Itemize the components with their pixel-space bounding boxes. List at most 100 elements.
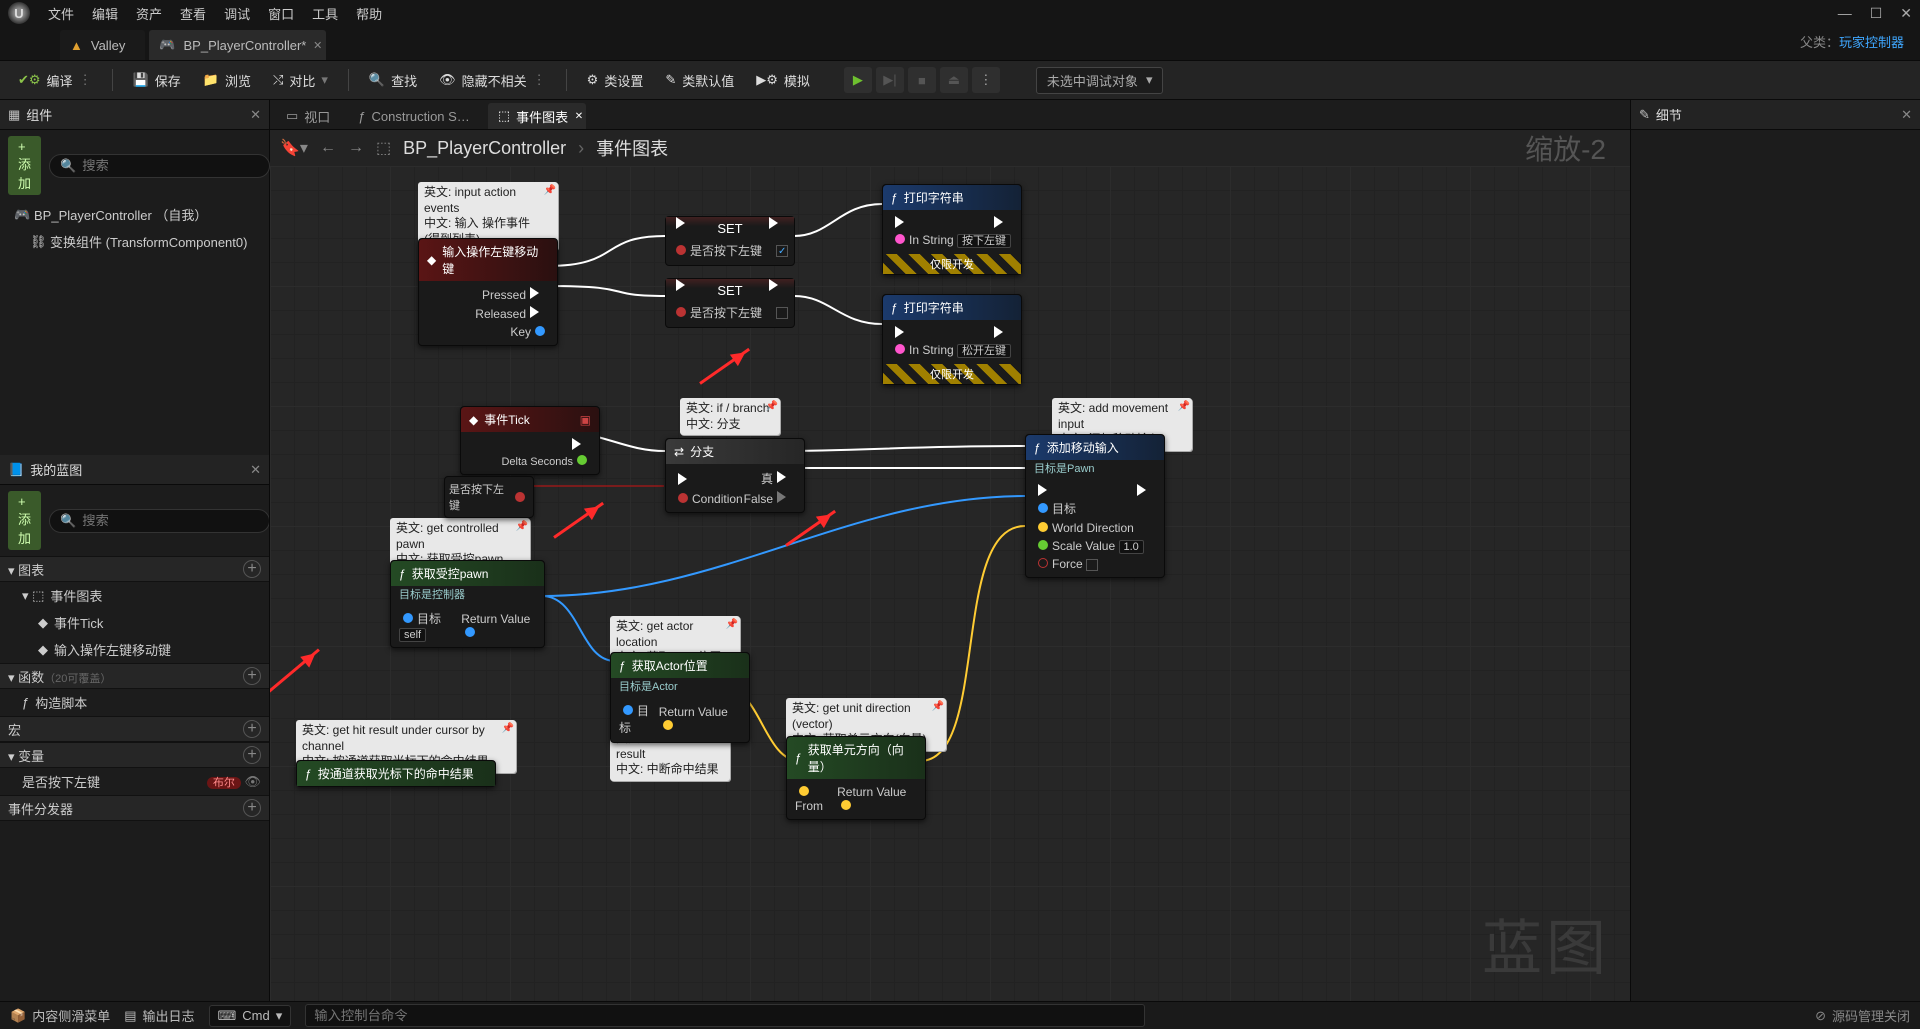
- menu-debug[interactable]: 调试: [224, 4, 250, 23]
- node-get-location[interactable]: ƒ获取Actor位置 目标是Actor 目标Return Value: [610, 652, 750, 743]
- category-variables[interactable]: ▾ 变量+: [0, 742, 269, 768]
- variable-pressed[interactable]: 是否按下左键布尔 👁: [0, 768, 269, 795]
- tab-level[interactable]: ▲ Valley: [60, 30, 145, 60]
- play-options-button[interactable]: ⋮: [972, 67, 1000, 93]
- add-blueprint-button[interactable]: + 添加: [8, 491, 41, 550]
- cmd-select[interactable]: ⌨Cmd ▾: [209, 1005, 292, 1027]
- node-hit-cursor[interactable]: ƒ按通道获取光标下的命中结果: [296, 760, 496, 787]
- category-dispatchers[interactable]: 事件分发器+: [0, 795, 269, 821]
- category-macros[interactable]: 宏+: [0, 716, 269, 742]
- bookmark-icon[interactable]: 🔖▾: [280, 138, 308, 158]
- graph-icon: ⬚: [498, 108, 510, 124]
- event-graph-canvas[interactable]: 英文: input action events中文: 输入 操作事件(得到列表)…: [270, 166, 1630, 1001]
- window-maximize-icon[interactable]: ☐: [1870, 5, 1883, 22]
- play-button[interactable]: ▶: [844, 67, 872, 93]
- tab-blueprint-label: BP_PlayerController*: [184, 38, 307, 53]
- search-icon: 🔍: [60, 158, 76, 174]
- node-branch[interactable]: ⇄分支 真 ConditionFalse: [665, 438, 805, 513]
- menu-view[interactable]: 查看: [180, 4, 206, 23]
- breadcrumb-class[interactable]: BP_PlayerController: [403, 138, 566, 159]
- myblueprint-panel-header: 📘 我的蓝图 ✕: [0, 455, 269, 485]
- myblueprint-search-input[interactable]: [82, 513, 259, 528]
- component-transform[interactable]: ⛓变换组件 (TransformComponent0): [0, 228, 269, 255]
- parent-class-link[interactable]: 玩家控制器: [1839, 35, 1904, 50]
- tab-blueprint[interactable]: 🎮 BP_PlayerController* ✕: [149, 30, 326, 60]
- myblueprint-title: 我的蓝图: [30, 460, 244, 479]
- set2-checkbox[interactable]: [776, 307, 788, 319]
- debug-object-select[interactable]: 未选中调试对象▾: [1036, 67, 1164, 94]
- comment-branch[interactable]: 英文: if / branch中文: 分支📌: [680, 398, 780, 435]
- tab-eventgraph-close-icon[interactable]: ✕: [575, 111, 583, 122]
- component-root[interactable]: 🎮BP_PlayerController （自我）: [0, 201, 269, 228]
- tab-viewport[interactable]: ▭视口: [276, 103, 348, 129]
- category-functions[interactable]: ▾ 函数（20可覆盖）+: [0, 663, 269, 689]
- diff-button[interactable]: ⤭对比▾: [265, 67, 336, 94]
- zoom-label: 缩放-2: [1525, 128, 1620, 168]
- add-variable-icon[interactable]: +: [243, 746, 261, 764]
- blueprint-icon: 🎮: [159, 37, 175, 53]
- components-search[interactable]: 🔍: [49, 154, 270, 178]
- tab-construction[interactable]: ƒConstruction S…: [348, 103, 488, 129]
- simulate-button[interactable]: ▶⚙模拟: [748, 67, 818, 94]
- save-button[interactable]: 💾保存: [125, 67, 189, 94]
- category-graphs[interactable]: ▾ 图表+: [0, 556, 269, 582]
- graph-event-tick[interactable]: ◆ 事件Tick: [0, 609, 269, 636]
- hide-unrelated-button[interactable]: 👁隐藏不相关⋮: [431, 67, 554, 94]
- components-search-input[interactable]: [82, 158, 259, 173]
- add-macro-icon[interactable]: +: [243, 720, 261, 738]
- class-defaults-button[interactable]: ✎类默认值: [657, 67, 742, 94]
- compile-button[interactable]: ✔⚙编译⋮: [10, 67, 100, 94]
- node-event-tick[interactable]: ◆事件Tick▣ Delta Seconds: [460, 406, 600, 475]
- content-drawer-button[interactable]: 📦内容侧滑菜单: [10, 1006, 110, 1025]
- add-component-button[interactable]: + 添加: [8, 136, 41, 195]
- add-function-icon[interactable]: +: [243, 667, 261, 685]
- console-input[interactable]: [305, 1004, 1145, 1027]
- nav-fwd-icon[interactable]: →: [348, 139, 364, 157]
- menu-tools[interactable]: 工具: [312, 4, 338, 23]
- details-close-icon[interactable]: ✕: [1901, 107, 1912, 123]
- node-set-2[interactable]: SET 是否按下左键: [665, 278, 795, 328]
- right-column: ✎ 细节 ✕: [1630, 100, 1920, 1001]
- breadcrumb-graph[interactable]: 事件图表: [596, 135, 668, 161]
- graph-input-action[interactable]: ◆ 输入操作左键移动键: [0, 636, 269, 663]
- node-get-pawn[interactable]: ƒ获取受控pawn 目标是控制器 目标 selfReturn Value: [390, 560, 545, 648]
- myblueprint-search[interactable]: 🔍: [49, 509, 269, 533]
- bottom-bar: 📦内容侧滑菜单 ▤输出日志 ⌨Cmd ▾ ⊘源码管理关闭: [0, 1001, 1920, 1029]
- step-button[interactable]: ▶|: [876, 67, 904, 93]
- menu-edit[interactable]: 编辑: [92, 4, 118, 23]
- components-panel-header: ▦ 组件 ✕: [0, 100, 269, 130]
- node-print-2[interactable]: ƒ打印字符串 In String 松开左键 仅限开发: [882, 294, 1022, 385]
- add-dispatcher-icon[interactable]: +: [243, 799, 261, 817]
- node-var-get[interactable]: 是否按下左键: [444, 476, 534, 518]
- node-get-direction[interactable]: ƒ获取单元方向（向量） FromReturn Value: [786, 736, 926, 820]
- nav-back-icon[interactable]: ←: [320, 139, 336, 157]
- function-construction[interactable]: ƒ 构造脚本: [0, 689, 269, 716]
- graph-root-icon[interactable]: ⬚: [376, 138, 391, 158]
- menu-file[interactable]: 文件: [48, 4, 74, 23]
- toolbar: ✔⚙编译⋮ 💾保存 📁浏览 ⤭对比▾ 🔍查找 👁隐藏不相关⋮ ⚙类设置 ✎类默认…: [0, 60, 1920, 100]
- node-set-1[interactable]: SET 是否按下左键: [665, 216, 795, 266]
- menu-help[interactable]: 帮助: [356, 4, 382, 23]
- stop-button[interactable]: ■: [908, 67, 936, 93]
- window-minimize-icon[interactable]: —: [1838, 5, 1852, 22]
- graph-event[interactable]: ▾ ⬚ 事件图表: [0, 582, 269, 609]
- find-button[interactable]: 🔍查找: [361, 67, 425, 94]
- tab-eventgraph[interactable]: ⬚事件图表✕: [488, 103, 586, 129]
- menu-window[interactable]: 窗口: [268, 4, 294, 23]
- add-graph-icon[interactable]: +: [243, 560, 261, 578]
- menu-asset[interactable]: 资产: [136, 4, 162, 23]
- tab-close-icon[interactable]: ✕: [313, 39, 322, 52]
- node-add-movement[interactable]: ƒ添加移动输入 目标是Pawn 目标 World Direction Scale…: [1025, 434, 1165, 578]
- window-close-icon[interactable]: ✕: [1900, 5, 1912, 22]
- node-input-action[interactable]: ◆输入操作左键移动键 Pressed Released Key: [418, 238, 558, 346]
- eject-button[interactable]: ⏏: [940, 67, 968, 93]
- components-close-icon[interactable]: ✕: [250, 107, 261, 123]
- output-log-button[interactable]: ▤输出日志: [124, 1006, 194, 1025]
- node-print-1[interactable]: ƒ打印字符串 In String 按下左键 仅限开发: [882, 184, 1022, 275]
- class-settings-button[interactable]: ⚙类设置: [579, 67, 652, 94]
- myblueprint-close-icon[interactable]: ✕: [250, 462, 261, 478]
- browse-button[interactable]: 📁浏览: [195, 67, 259, 94]
- set1-checkbox[interactable]: [776, 245, 788, 257]
- source-control-status[interactable]: ⊘源码管理关闭: [1815, 1006, 1910, 1025]
- variable-visibility-icon[interactable]: 👁: [244, 774, 261, 789]
